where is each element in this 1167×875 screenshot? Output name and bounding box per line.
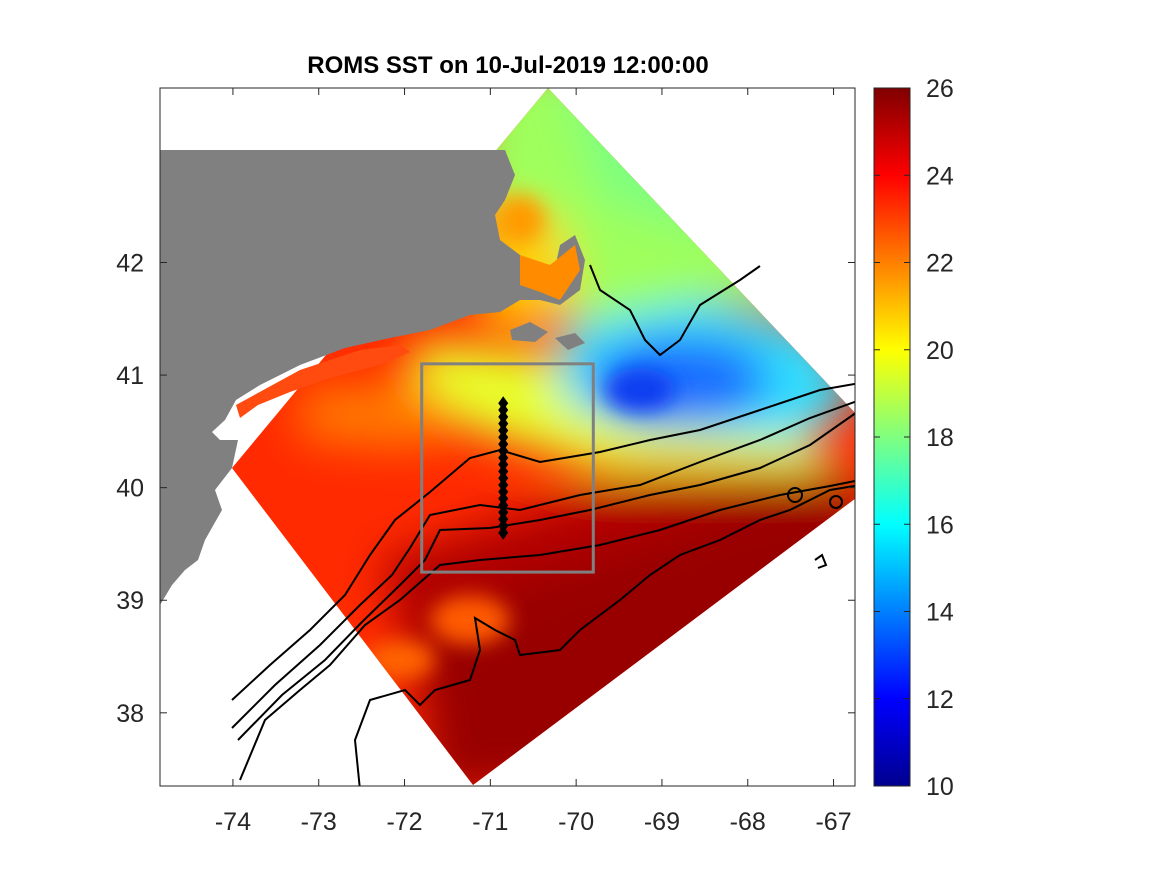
y-tick-label: 40 <box>116 475 144 503</box>
transect-markers <box>498 396 509 540</box>
bathymetry-contours <box>231 264 855 786</box>
y-tick-label: 41 <box>116 362 144 390</box>
y-tick-label: 38 <box>116 700 144 728</box>
figure-title: ROMS SST on 10-Jul-2019 12:00:00 <box>307 52 708 79</box>
colorbar-tick-label: 24 <box>926 162 954 190</box>
colorbar-tick-label: 10 <box>926 773 954 801</box>
colorbar-tick-label: 14 <box>926 599 954 627</box>
x-tick-label: -72 <box>386 808 422 836</box>
y-tick-label: 39 <box>116 587 144 615</box>
colorbar-tick-label: 26 <box>926 75 954 103</box>
x-axis: -74 -73 -72 -71 -70 -69 -68 -67 <box>215 88 852 836</box>
land-mass <box>160 150 585 605</box>
x-tick-label: -69 <box>644 808 680 836</box>
x-tick-label: -71 <box>472 808 508 836</box>
colorbar-ticks: 10 12 14 16 18 20 22 24 26 <box>874 75 954 801</box>
colorbar-tick-label: 16 <box>926 511 954 539</box>
colorbar-tick-label: 18 <box>926 424 954 452</box>
transect-point <box>498 396 509 411</box>
colorbar-tick-label: 20 <box>926 337 954 365</box>
y-tick-label: 42 <box>116 250 144 278</box>
colorbar-tick-label: 22 <box>926 250 954 278</box>
x-tick-label: -73 <box>301 808 337 836</box>
y-axis: 38 39 40 41 42 <box>116 250 855 728</box>
x-tick-label: -70 <box>558 808 594 836</box>
x-tick-label: -74 <box>215 808 251 836</box>
colorbar-tick-label: 12 <box>926 686 954 714</box>
x-tick-label: -67 <box>815 808 851 836</box>
map-frame <box>159 87 856 787</box>
selection-box <box>420 362 595 574</box>
x-tick-label: -68 <box>730 808 766 836</box>
